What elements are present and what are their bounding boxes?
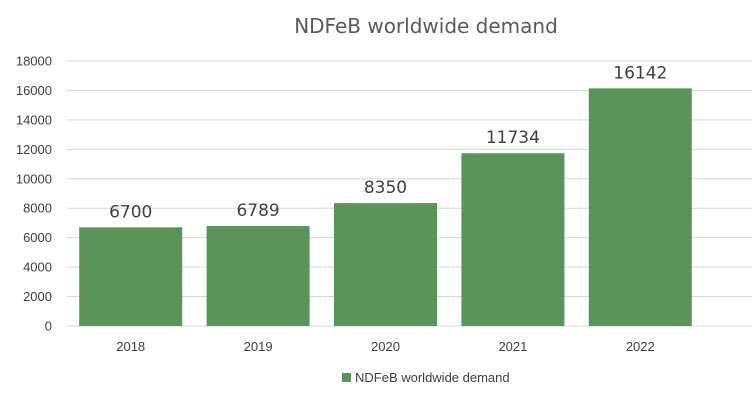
x-tick-label: 2022 [626, 339, 655, 354]
y-tick-label: 12000 [16, 142, 52, 157]
y-tick-label: 16000 [16, 83, 52, 98]
data-label: 8350 [364, 178, 407, 198]
y-tick-label: 18000 [16, 54, 52, 69]
y-tick-label: 4000 [23, 260, 52, 275]
x-tick-label: 2021 [498, 339, 527, 354]
y-axis-ticks: 0 2000 4000 6000 8000 10000 12000 14000 16000 180… [16, 54, 52, 334]
data-label: 6789 [236, 201, 279, 221]
y-tick-label: 14000 [16, 112, 52, 127]
x-axis-ticks: 2018 2019 2020 2021 2022 [116, 339, 655, 354]
data-label: 16142 [613, 63, 667, 83]
x-tick-label: 2019 [244, 339, 273, 354]
y-tick-label: 8000 [23, 201, 52, 216]
y-tick-label: 2000 [23, 289, 52, 304]
bar [461, 153, 565, 326]
x-tick-label: 2018 [116, 339, 145, 354]
legend: NDFeB worldwide demand [342, 370, 510, 385]
x-tick-label: 2020 [371, 339, 400, 354]
bar [206, 226, 310, 326]
y-tick-label: 0 [45, 319, 52, 334]
bar [588, 88, 692, 327]
legend-swatch [342, 373, 351, 382]
bars [79, 88, 692, 327]
bar [79, 227, 183, 326]
y-tick-label: 10000 [16, 171, 52, 186]
legend-label: NDFeB worldwide demand [355, 370, 510, 385]
bar [334, 203, 437, 326]
data-label: 11734 [486, 128, 540, 148]
data-labels: 6700 6789 8350 11734 16142 [109, 63, 667, 222]
y-tick-label: 6000 [23, 230, 52, 245]
data-label: 6700 [109, 202, 152, 222]
chart-title: NDFeB worldwide demand [294, 14, 558, 38]
